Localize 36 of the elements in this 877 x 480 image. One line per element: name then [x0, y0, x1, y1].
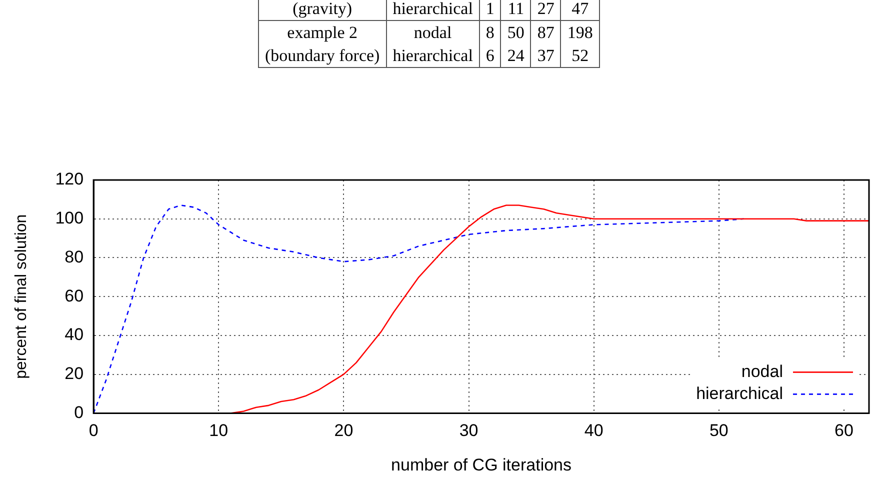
text: 6	[479, 44, 501, 68]
text: (boundary force)	[258, 44, 386, 68]
text: 87	[530, 20, 561, 44]
y-tick-label: 60	[64, 286, 84, 306]
text: 37	[530, 44, 561, 68]
y-tick-label: 40	[64, 325, 84, 344]
text: (gravity)	[258, 0, 386, 20]
x-tick-label: 20	[334, 421, 354, 440]
text: 1	[479, 0, 501, 20]
text: 24	[500, 44, 531, 68]
text: example 2	[258, 20, 386, 44]
text: 8	[479, 20, 501, 44]
x-tick-label: 0	[88, 421, 98, 440]
legend-label: hierarchical	[696, 384, 783, 403]
y-tick-label: 80	[64, 247, 84, 266]
text: nodal	[386, 20, 480, 44]
x-tick-label: 40	[584, 421, 604, 440]
text: hierarchical	[386, 44, 480, 68]
text: 52	[560, 44, 600, 68]
legend-label: nodal	[741, 362, 783, 381]
text: 11	[500, 0, 531, 20]
y-tick-label: 0	[74, 402, 84, 422]
y-tick-label: 100	[55, 208, 84, 228]
x-tick-label: 10	[209, 421, 228, 440]
text: 47	[560, 0, 600, 20]
x-tick-label: 50	[709, 421, 728, 440]
text: 27	[530, 0, 561, 20]
text: 198	[560, 20, 600, 44]
x-axis-title: number of CG iterations	[391, 455, 572, 474]
text: hierarchical	[386, 0, 480, 20]
text: 50	[500, 20, 531, 44]
y-axis-title: percent of final solution	[13, 214, 30, 379]
x-tick-label: 60	[834, 421, 854, 440]
y-tick-label: 20	[64, 364, 84, 384]
x-tick-label: 30	[459, 421, 478, 440]
y-tick-label: 120	[55, 170, 84, 189]
